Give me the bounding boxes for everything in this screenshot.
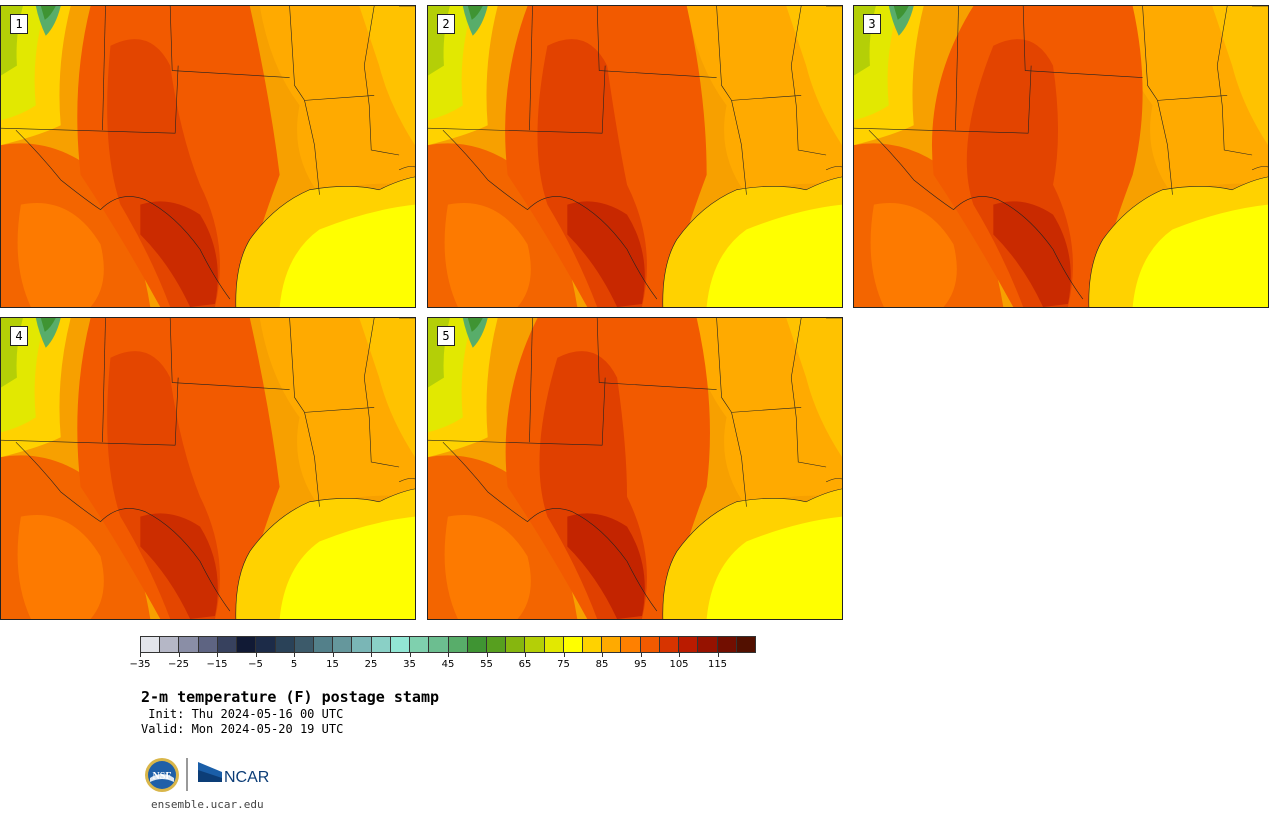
colorbar-segment bbox=[640, 637, 660, 652]
colorbar-segment bbox=[217, 637, 238, 652]
colorbar-segment bbox=[313, 637, 334, 652]
colorbar-segment bbox=[544, 637, 564, 652]
colorbar-tick bbox=[140, 653, 141, 657]
colorbar-segment bbox=[237, 637, 257, 652]
valid-time: Valid: Mon 2024-05-20 19 UTC bbox=[141, 722, 344, 736]
colorbar-tick-label: 65 bbox=[518, 659, 532, 670]
colorbar-segment bbox=[698, 637, 718, 652]
colorbar-segment bbox=[525, 637, 545, 652]
panel-number-label: 3 bbox=[863, 14, 881, 34]
colorbar-segment bbox=[179, 637, 199, 652]
sponsor-logos: NSF NCAR bbox=[145, 758, 269, 792]
website-link[interactable]: ensemble.ucar.edu bbox=[151, 798, 264, 811]
colorbar-tick-labels: −35 −25 −15 −5 5 15 25 35 45 55 65 75 85 95 105 115 bbox=[129, 653, 756, 673]
colorbar-tick-label: 85 bbox=[595, 659, 609, 670]
colorbar-tick bbox=[255, 653, 257, 657]
colorbar-tick bbox=[563, 653, 565, 657]
figure-title: 2-m temperature (F) postage stamp bbox=[141, 688, 440, 706]
colorbar-segment bbox=[294, 637, 314, 652]
colorbar-segment bbox=[410, 637, 430, 652]
ensemble-member-panel-2: 2 bbox=[427, 5, 843, 308]
colorbar-tick-label: 115 bbox=[707, 659, 728, 670]
panel-number-label: 4 bbox=[10, 326, 28, 346]
colorbar-tick bbox=[409, 653, 411, 657]
ensemble-member-panel-5: 5 bbox=[427, 317, 843, 620]
colorbar-tick bbox=[679, 653, 680, 657]
colorbar-segment bbox=[563, 637, 584, 652]
colorbar-tick bbox=[448, 653, 449, 657]
colorbar-tick-label: 55 bbox=[480, 659, 493, 670]
colorbar-tick-label: 45 bbox=[441, 659, 455, 670]
colorbar-segment bbox=[256, 637, 276, 652]
init-time: Init: Thu 2024-05-16 00 UTC bbox=[141, 707, 344, 721]
colorbar-segment bbox=[390, 637, 411, 652]
colorbar-tick bbox=[640, 653, 642, 657]
ncar-logo-icon: NCAR bbox=[198, 762, 269, 786]
colorbar-segment bbox=[352, 637, 372, 652]
colorbar-tick bbox=[371, 653, 372, 657]
temperature-map bbox=[1, 318, 415, 619]
temperature-map bbox=[428, 318, 842, 619]
colorbar-tick bbox=[486, 653, 488, 657]
colorbar-segment bbox=[448, 637, 468, 652]
colorbar-tick-label: −5 bbox=[248, 659, 263, 670]
panel-number-label: 1 bbox=[10, 14, 28, 34]
panel-number-label: 2 bbox=[437, 14, 455, 34]
colorbar-tick-label: 25 bbox=[364, 659, 378, 670]
colorbar-tick-label: −25 bbox=[167, 659, 190, 670]
ensemble-member-panel-3: 3 bbox=[853, 5, 1269, 308]
colorbar-segment bbox=[717, 637, 737, 652]
colorbar-tick-label: 15 bbox=[326, 659, 339, 670]
colorbar-tick bbox=[332, 653, 334, 657]
colorbar-tick-label: 95 bbox=[634, 659, 647, 670]
colorbar-segment bbox=[621, 637, 641, 652]
colorbar-segment bbox=[486, 637, 507, 652]
colorbar-segment bbox=[141, 637, 161, 652]
colorbar-tick-label: −35 bbox=[129, 659, 151, 670]
temperature-map bbox=[1, 6, 415, 307]
colorbar-segment bbox=[429, 637, 449, 652]
colorbar-segment bbox=[506, 637, 526, 652]
colorbar-tick bbox=[294, 653, 295, 657]
colorbar-tick bbox=[217, 653, 218, 657]
colorbar-tick-label: 105 bbox=[669, 659, 689, 670]
colorbar-segment bbox=[602, 637, 622, 652]
temperature-colorbar bbox=[140, 636, 756, 653]
nsf-logo-icon: NSF bbox=[145, 758, 179, 792]
colorbar-tick bbox=[717, 653, 719, 657]
colorbar-tick bbox=[525, 653, 526, 657]
colorbar-segment bbox=[659, 637, 680, 652]
colorbar-segment bbox=[160, 637, 180, 652]
colorbar-segment bbox=[583, 637, 603, 652]
colorbar-tick-label: 35 bbox=[403, 659, 416, 670]
colorbar-tick bbox=[178, 653, 180, 657]
colorbar-segment bbox=[371, 637, 391, 652]
colorbar-segment bbox=[467, 637, 487, 652]
colorbar-tick-label: 5 bbox=[290, 659, 298, 670]
ensemble-member-panel-1: 1 bbox=[0, 5, 416, 308]
colorbar-segment bbox=[679, 637, 699, 652]
colorbar-tick-label: 75 bbox=[557, 659, 570, 670]
panel-number-label: 5 bbox=[437, 326, 455, 346]
temperature-map bbox=[428, 6, 842, 307]
colorbar-tick-label: −15 bbox=[206, 659, 228, 670]
ensemble-member-panel-4: 4 bbox=[0, 317, 416, 620]
colorbar-segment bbox=[736, 637, 755, 652]
colorbar-segment bbox=[333, 637, 353, 652]
colorbar-segment bbox=[198, 637, 218, 652]
svg-text:NSF: NSF bbox=[153, 771, 172, 782]
svg-text:NCAR: NCAR bbox=[224, 769, 269, 786]
colorbar-tick bbox=[602, 653, 603, 657]
temperature-map bbox=[854, 6, 1268, 307]
colorbar-segment bbox=[275, 637, 295, 652]
